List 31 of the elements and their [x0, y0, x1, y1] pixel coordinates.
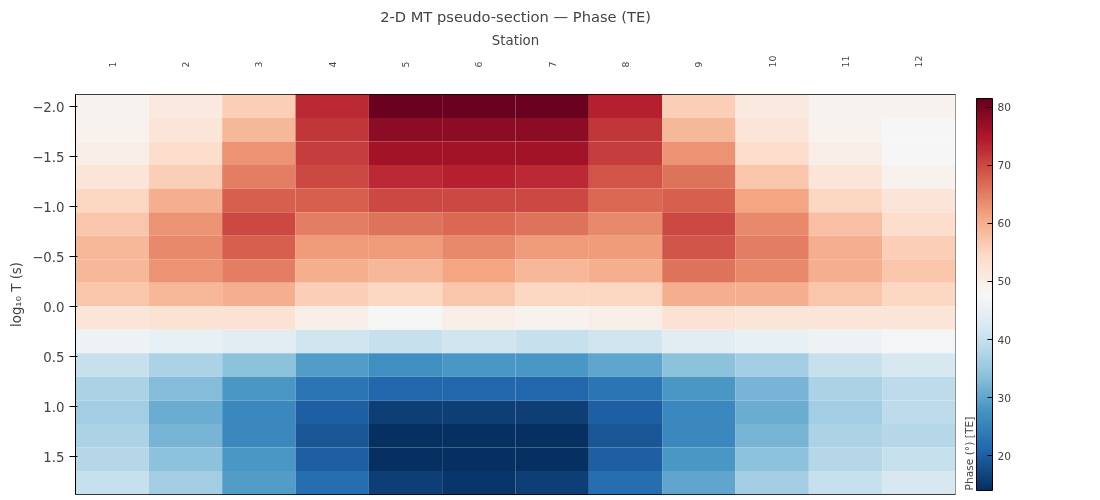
color-bar-label: 50	[997, 275, 1012, 289]
y-tick-label: −1.5	[32, 149, 65, 165]
y-tick-label: 0.0	[43, 299, 65, 315]
color-bar-label: 80	[997, 101, 1012, 115]
x-tick-label: 4	[326, 61, 338, 68]
color-bar-title: Phase (°) [TE]	[962, 416, 976, 491]
y-tick-label: 1.0	[43, 399, 65, 415]
x-tick-label: 6	[473, 61, 485, 68]
y-tick-label: −1.0	[32, 199, 65, 215]
x-tick-label: 7	[546, 61, 558, 68]
color-bar-label: 20	[997, 449, 1012, 463]
y-tick-label: −0.5	[32, 249, 65, 265]
x-tick-label: 9	[693, 61, 705, 68]
x-tick-label: 12	[913, 55, 925, 68]
color-bar-label: 60	[997, 217, 1012, 231]
x-tick-label: 3	[253, 61, 265, 68]
x-tick-label: 2	[180, 61, 191, 68]
y-axis-title: log₁₀ T (s)	[9, 262, 25, 327]
color-bar-label: 30	[997, 391, 1012, 405]
x-tick-label: 1	[106, 61, 118, 68]
color-bar-label: 40	[997, 333, 1012, 347]
x-tick-label: 5	[400, 61, 411, 68]
chart-title: 2-D MT pseudo-section — Phase (TE)	[380, 7, 651, 25]
x-axis-title: Station	[491, 32, 540, 48]
y-tick-label: 1.5	[43, 449, 65, 465]
y-tick-label: −2.0	[32, 99, 65, 115]
x-tick-label: 8	[620, 61, 631, 68]
x-tick-label: 11	[840, 55, 851, 68]
color-bar-label: 70	[997, 159, 1012, 173]
y-tick-label: 0.5	[43, 349, 65, 365]
x-tick-label: 10	[766, 55, 778, 68]
